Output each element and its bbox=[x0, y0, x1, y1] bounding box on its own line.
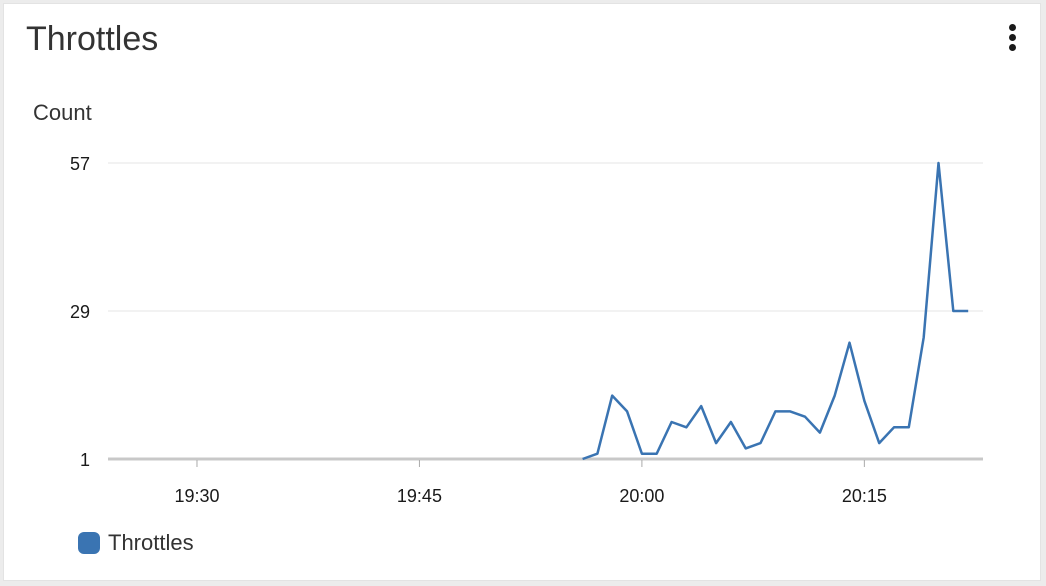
y-tick-label: 29 bbox=[70, 302, 90, 322]
y-tick-label: 57 bbox=[70, 154, 90, 174]
legend-swatch bbox=[78, 532, 100, 554]
more-options-icon[interactable] bbox=[1006, 24, 1020, 54]
y-tick-label: 1 bbox=[80, 450, 90, 470]
x-tick-label: 19:45 bbox=[397, 486, 442, 506]
x-tick-label: 19:30 bbox=[174, 486, 219, 506]
y-axis-label: Count bbox=[33, 100, 92, 125]
widget-title: Throttles bbox=[26, 20, 159, 58]
x-tick-label: 20:00 bbox=[619, 486, 664, 506]
series-line-throttles bbox=[582, 161, 969, 461]
legend-item-throttles[interactable]: Throttles bbox=[78, 530, 194, 556]
legend-label: Throttles bbox=[108, 530, 194, 555]
widget-panel: Throttles Count Throttles bbox=[3, 3, 1041, 581]
x-tick-label: 20:15 bbox=[842, 486, 887, 506]
